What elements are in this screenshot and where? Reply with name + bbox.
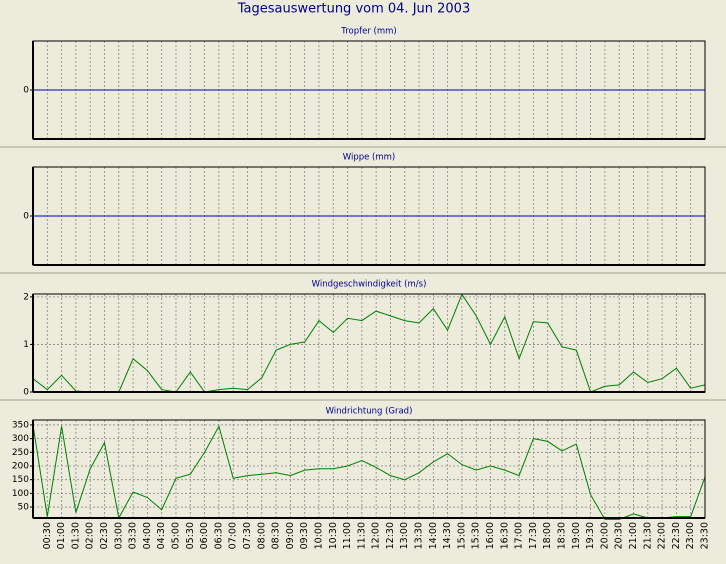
y-tick-label: 2	[23, 292, 29, 302]
y-tick-label: 0	[23, 86, 29, 96]
x-tick-label: 09:30	[299, 522, 310, 549]
x-tick-label: 13:30	[414, 522, 425, 549]
x-tick-label: 11:00	[342, 522, 353, 549]
x-tick-label: 01:30	[70, 522, 81, 549]
x-tick-label: 07:30	[242, 522, 253, 549]
x-tick-label: 15:00	[456, 522, 467, 549]
x-tick-label: 23:30	[700, 522, 711, 549]
y-tick-label: 250	[12, 448, 29, 458]
page-title: Tagesauswertung vom 04. Jun 2003	[237, 2, 470, 17]
x-tick-label: 15:30	[471, 522, 482, 549]
y-tick-label: 0	[23, 212, 29, 222]
plot-frame	[32, 419, 706, 519]
x-tick-label: 12:00	[371, 522, 382, 549]
x-tick-label: 04:30	[156, 522, 167, 549]
x-tick-label: 06:30	[213, 522, 224, 549]
panel-title: Windgeschwindigkeit (m/s)	[312, 280, 427, 290]
x-tick-label: 02:30	[99, 522, 110, 549]
data-line	[32, 293, 706, 393]
x-tick-label: 11:30	[356, 522, 367, 549]
y-tick-label: 1	[23, 340, 29, 350]
x-tick-label: 03:00	[113, 522, 124, 549]
y-tick-label: 100	[12, 489, 29, 499]
x-tick-label: 19:00	[571, 522, 582, 549]
x-tick-label: 02:00	[85, 522, 96, 549]
x-tick-label: 10:30	[328, 522, 339, 549]
x-tick-label: 13:00	[399, 522, 410, 549]
x-tick-label: 04:00	[142, 522, 153, 549]
y-tick-label: 0	[23, 388, 29, 398]
x-tick-label: 22:00	[657, 522, 668, 549]
x-tick-label: 14:30	[442, 522, 453, 549]
x-tick-label: 10:00	[313, 522, 324, 549]
y-tick-label: 150	[12, 475, 29, 485]
panel-title: Wippe (mm)	[343, 153, 396, 163]
y-tick-label: 350	[12, 420, 29, 430]
x-tick-label: 18:00	[542, 522, 553, 549]
x-tick-label: 16:00	[485, 522, 496, 549]
x-tick-label: 19:30	[585, 522, 596, 549]
plot-frame	[32, 293, 706, 393]
x-tick-label: 21:00	[628, 522, 639, 549]
x-tick-label: 17:30	[528, 522, 539, 549]
panel-title: Windrichtung (Grad)	[326, 407, 413, 417]
x-tick-label: 20:00	[599, 522, 610, 549]
x-tick-label: 06:00	[199, 522, 210, 549]
x-tick-label: 14:00	[428, 522, 439, 549]
x-tick-label: 08:30	[271, 522, 282, 549]
x-tick-label: 20:30	[614, 522, 625, 549]
x-tick-label: 07:00	[228, 522, 239, 549]
x-tick-label: 09:00	[285, 522, 296, 549]
x-tick-label: 22:30	[671, 522, 682, 549]
panel-title: Tropfer (mm)	[340, 27, 396, 37]
x-tick-label: 16:30	[499, 522, 510, 549]
x-tick-label: 23:00	[685, 522, 696, 549]
x-tick-label: 08:00	[256, 522, 267, 549]
x-tick-label: 03:30	[128, 522, 139, 549]
x-tick-label: 12:30	[385, 522, 396, 549]
x-tick-label: 00:30	[42, 522, 53, 549]
y-tick-label: 50	[18, 503, 30, 513]
data-line	[32, 424, 706, 520]
x-tick-label: 17:00	[514, 522, 525, 549]
x-tick-label: 05:00	[170, 522, 181, 549]
y-tick-label: 200	[12, 461, 29, 471]
y-tick-label: 300	[12, 434, 29, 444]
x-tick-label: 01:00	[56, 522, 67, 549]
x-tick-label: 18:30	[557, 522, 568, 549]
x-tick-label: 21:30	[642, 522, 653, 549]
x-tick-label: 05:30	[185, 522, 196, 549]
